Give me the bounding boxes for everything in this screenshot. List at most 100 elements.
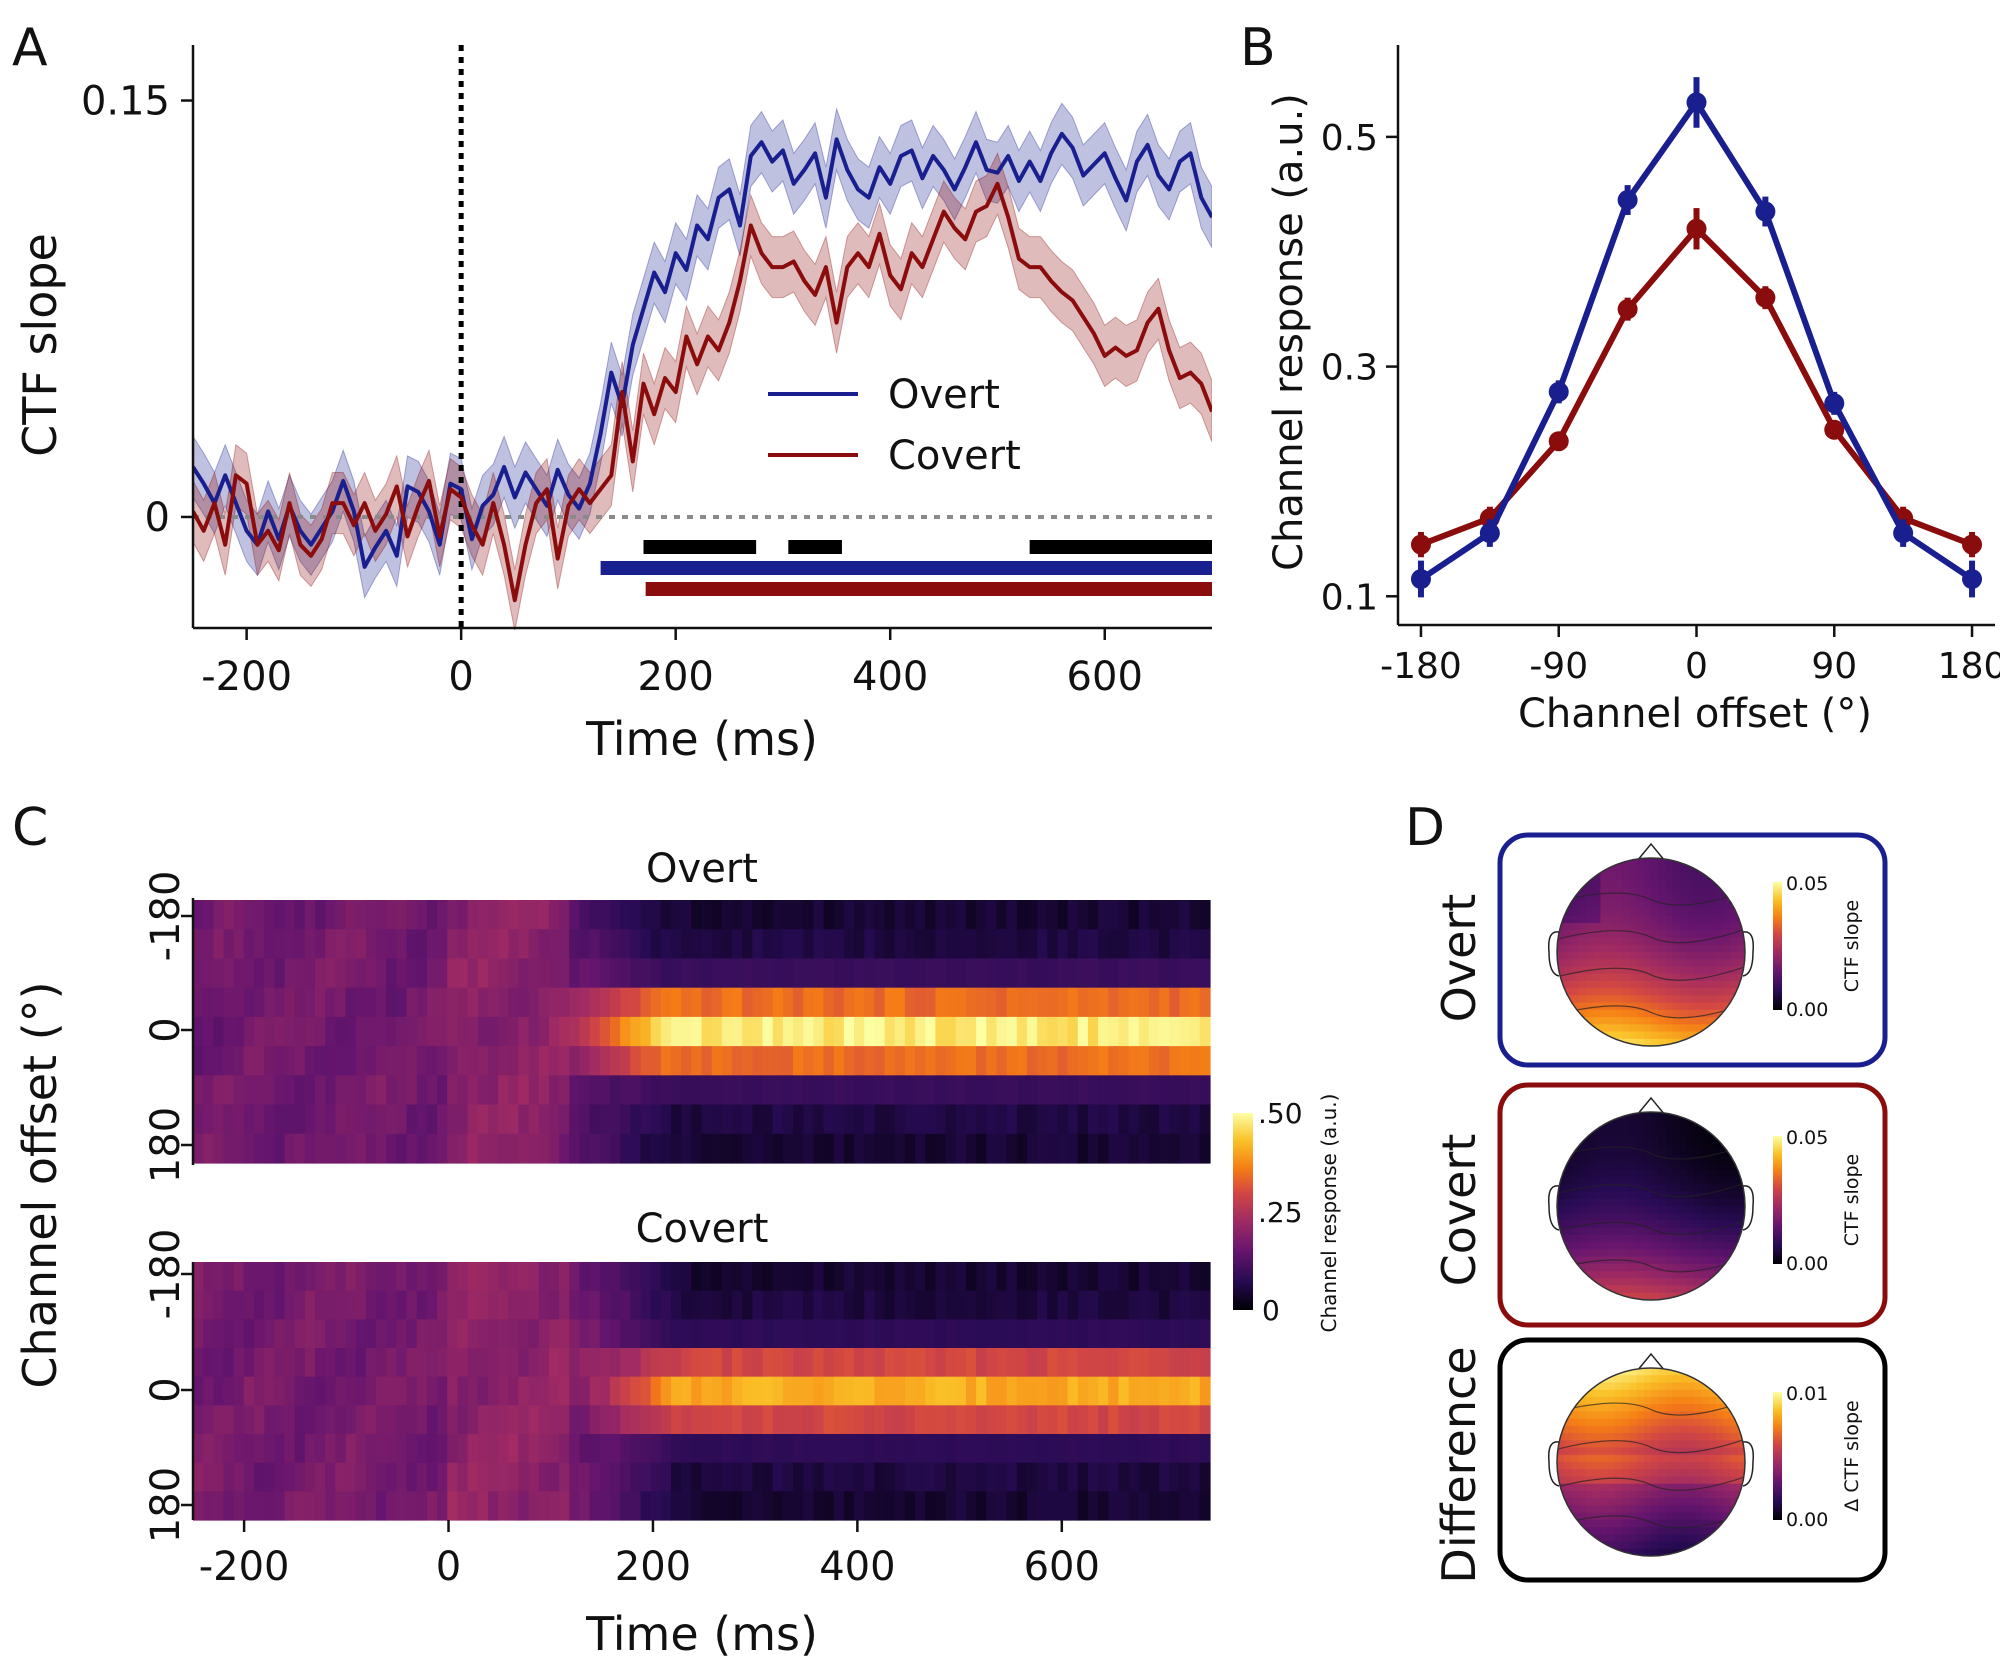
topo-cell [1708, 901, 1717, 910]
topo-cell [1730, 944, 1739, 953]
c-cell [193, 1075, 204, 1106]
c-cell [447, 1319, 459, 1349]
c-cell [437, 1462, 448, 1492]
c-cell [1179, 1491, 1191, 1521]
c-cell [965, 1491, 977, 1521]
c-cell [589, 1491, 601, 1521]
topo-cell [1665, 1169, 1674, 1178]
topo-cell [1593, 930, 1601, 939]
b-point [1617, 190, 1638, 211]
a-x-axis-label: Time (ms) [585, 712, 818, 766]
c-cell [579, 1319, 591, 1349]
c-cell [1087, 1434, 1099, 1464]
topo-cell [1564, 966, 1572, 975]
topo-cell [1622, 915, 1630, 924]
c-cell [894, 1348, 906, 1378]
b-xtick-label: -180 [1380, 646, 1462, 687]
topo-cell [1585, 995, 1594, 1004]
topo-cell [1658, 1162, 1666, 1171]
c-cell [874, 1434, 886, 1464]
c-cell [1006, 1016, 1018, 1047]
c-cell [1148, 1434, 1160, 1464]
c-cell [284, 987, 296, 1018]
c-cell [843, 1405, 855, 1435]
topo-cell [1679, 980, 1688, 989]
c-cell [1118, 958, 1130, 989]
topo-cell [1607, 1505, 1616, 1514]
topo-cell [1708, 1227, 1717, 1236]
c-cell [1128, 1016, 1140, 1047]
topo-cell [1622, 1519, 1630, 1528]
c-cell [447, 929, 459, 960]
c-cell [1077, 1405, 1089, 1435]
topo-cell [1614, 1184, 1623, 1193]
topo-cell [1614, 1198, 1623, 1207]
topo-cell [1622, 937, 1630, 946]
c-cell [254, 1434, 265, 1464]
topo-cell [1658, 980, 1666, 989]
c-cell [467, 1290, 479, 1320]
c-cell [345, 900, 357, 930]
topo-cell [1622, 973, 1630, 982]
c-cell [1199, 1405, 1211, 1435]
c-cell [996, 1319, 1008, 1349]
topo-cell [1643, 1548, 1652, 1556]
topo-cell [1564, 1433, 1572, 1441]
c-cell [294, 987, 306, 1018]
topo-cell [1651, 908, 1659, 917]
topo-cell [1600, 879, 1609, 888]
topo-cell [1593, 1198, 1601, 1207]
c-cell [620, 1290, 631, 1320]
c-cell [203, 1016, 214, 1047]
c-cell [193, 900, 204, 930]
topo-cell [1665, 1242, 1674, 1250]
c-cell [955, 1016, 967, 1047]
c-cell [315, 1290, 326, 1320]
topo-cell [1593, 1206, 1601, 1214]
a-y-axis-label: CTF slope [13, 233, 67, 457]
topo-cell [1578, 1447, 1587, 1456]
topo-cell [1614, 872, 1623, 881]
c-cell [193, 987, 204, 1018]
c-cell [548, 1016, 560, 1047]
topo-cell [1716, 1206, 1724, 1214]
topo-cell [1622, 1140, 1630, 1149]
topo-cell [1629, 1462, 1638, 1470]
topo-cell [1672, 1433, 1681, 1441]
c-cell [1037, 1046, 1048, 1076]
c-cell [874, 1133, 886, 1164]
topo-cell [1578, 1002, 1587, 1011]
c-cell [325, 1046, 336, 1076]
c-cell [528, 987, 540, 1018]
c-cell [884, 1290, 896, 1320]
topo-cell [1708, 879, 1717, 888]
c-cell [508, 1405, 520, 1435]
topo-cell [1564, 1440, 1572, 1449]
c-cell [772, 929, 784, 960]
c-cell [965, 958, 977, 989]
topo-cell [1629, 1220, 1638, 1229]
topo-cell [1614, 1017, 1623, 1025]
c-cell [538, 1376, 550, 1406]
c-cell [437, 929, 448, 960]
topo-cell [1730, 973, 1739, 982]
c-cell [965, 1133, 977, 1164]
c-cell [945, 1016, 957, 1047]
topo-cell [1679, 1534, 1688, 1543]
c-cell [945, 1491, 957, 1521]
topo-cell [1629, 1541, 1638, 1550]
c-cell [416, 1376, 428, 1406]
c-cell [701, 1046, 713, 1076]
topo-cell [1679, 1476, 1688, 1485]
c-cell [548, 1376, 560, 1406]
topo-cell [1672, 1519, 1681, 1528]
c-cell [203, 1290, 214, 1320]
topo-cell [1687, 1024, 1695, 1033]
topo-cell [1665, 1031, 1674, 1040]
c-cell [528, 1262, 540, 1292]
topo-cell [1708, 1242, 1717, 1250]
topo-cell [1571, 966, 1580, 975]
b-point [1962, 534, 1983, 555]
c-cell [1118, 1016, 1130, 1047]
